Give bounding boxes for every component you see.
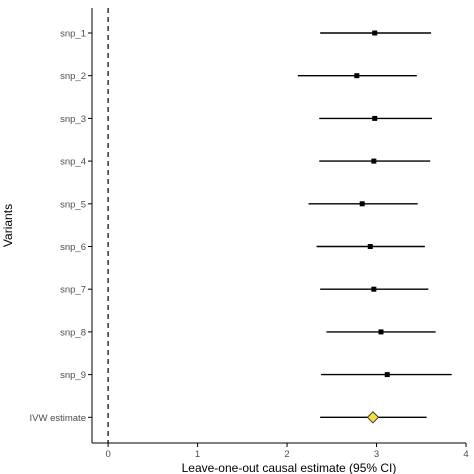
ivw-estimate-marker: [366, 411, 380, 424]
y-tick-label: snp_5: [60, 199, 86, 210]
y-tick-label: snp_3: [60, 114, 86, 125]
axes-group: [91, 8, 466, 444]
y-tick-label: snp_7: [60, 285, 86, 296]
y-tick-label: IVW estimate: [30, 413, 87, 424]
x-ticks-group: 0 1 2 3 4: [105, 443, 469, 460]
y-tick-label: snp_1: [60, 29, 86, 40]
point-estimate-snp-4: [371, 158, 377, 164]
point-estimate-snp-1: [372, 30, 378, 36]
y-tick-label: snp_9: [60, 370, 86, 381]
point-estimate-snp-6: [367, 244, 373, 249]
x-axis-title: Leave-one-out causal estimate (95% CI): [182, 461, 397, 474]
x-tick-label: 1: [195, 449, 200, 460]
x-tick-label: 0: [105, 449, 110, 460]
point-estimate-snp-7: [371, 286, 377, 292]
point-estimate-snp-3: [372, 115, 378, 121]
y-tick-label: snp_4: [60, 157, 86, 168]
point-estimate-snp-2: [354, 73, 360, 79]
point-estimate-snp-5: [359, 201, 365, 207]
rows-group: [297, 30, 452, 424]
x-tick-label: 3: [374, 449, 379, 460]
x-tick-label: 2: [284, 449, 289, 460]
point-estimate-snp-8: [378, 329, 384, 335]
y-axis-title: Variants: [1, 204, 15, 247]
point-estimate-snp-9: [384, 372, 390, 378]
x-tick-label: 4: [463, 449, 468, 460]
y-tick-label: snp_8: [60, 327, 86, 338]
y-ticks-group: snp_1 snp_2 snp_3 snp_4 snp_5 snp_6 snp_7 snp_8…: [30, 29, 92, 424]
y-tick-label: snp_2: [60, 71, 86, 82]
y-tick-label: snp_6: [60, 242, 86, 253]
